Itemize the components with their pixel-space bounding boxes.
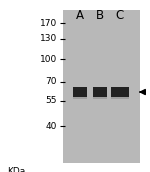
Bar [93, 87, 107, 97]
Text: 55: 55 [45, 96, 57, 105]
Bar [111, 97, 129, 99]
Text: A: A [76, 9, 84, 23]
Text: C: C [116, 9, 124, 23]
Text: 130: 130 [40, 34, 57, 43]
Bar [63, 10, 140, 163]
Text: 70: 70 [45, 77, 57, 86]
Text: B: B [96, 9, 104, 23]
Text: 40: 40 [46, 122, 57, 131]
Bar [111, 87, 129, 97]
Bar [73, 97, 87, 99]
Text: 100: 100 [40, 55, 57, 64]
Text: KDa: KDa [8, 167, 26, 172]
Text: 170: 170 [40, 19, 57, 28]
Bar [73, 87, 87, 97]
Bar [93, 97, 107, 99]
